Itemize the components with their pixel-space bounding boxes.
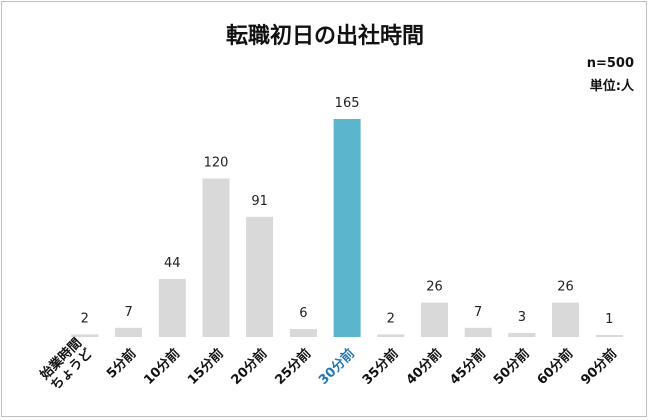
sample-size-label: n=500 — [586, 56, 634, 71]
bar-6 — [289, 329, 317, 337]
bar-13-value-label: 1 — [605, 312, 613, 327]
bar-6-category-label: 25分前 — [272, 346, 314, 388]
bar-4-category-line-1: 15分前 — [184, 346, 226, 388]
bar-2-category-line-1: 5分前 — [103, 346, 139, 382]
bar-3-category-label: 10分前 — [141, 346, 183, 388]
bar-8-category-line-1: 35分前 — [359, 346, 401, 388]
bar-7-category-label: 30分前 — [315, 346, 357, 388]
bar-2 — [115, 327, 143, 337]
bar-11 — [508, 333, 536, 337]
bar-4 — [202, 178, 230, 337]
bar-3-value-label: 44 — [164, 256, 181, 271]
bar-11-value-label: 3 — [518, 310, 526, 325]
bar-11-category-line-1: 50分前 — [490, 346, 532, 388]
bar-12-category-line-1: 60分前 — [534, 346, 576, 388]
bar-7-category-line-1: 30分前 — [315, 346, 357, 388]
bar-5 — [246, 216, 274, 337]
bar-10-value-label: 7 — [474, 305, 482, 320]
bar-7-value-label: 165 — [335, 96, 360, 111]
bar-8-value-label: 2 — [387, 311, 395, 326]
unit-label: 単位:人 — [589, 79, 634, 94]
bar-3 — [158, 278, 186, 337]
bar-11-category-label: 50分前 — [490, 346, 532, 388]
bar-1 — [71, 334, 99, 337]
bar-9-category-label: 40分前 — [403, 346, 445, 388]
bar-5-category-line-1: 20分前 — [228, 346, 270, 388]
bar-2-value-label: 7 — [124, 305, 132, 320]
chart-title: 転職初日の出社時間 — [225, 24, 424, 49]
bar-13 — [595, 335, 623, 337]
bar-10-category-label: 45分前 — [447, 346, 489, 388]
bar-4-category-label: 15分前 — [184, 346, 226, 388]
bar-12-category-label: 60分前 — [534, 346, 576, 388]
bar-4-value-label: 120 — [204, 156, 229, 171]
bar-2-category-label: 5分前 — [103, 346, 139, 382]
bar-13-category-label: 90分前 — [578, 346, 620, 388]
bar-7 — [333, 119, 361, 337]
bar-6-category-line-1: 25分前 — [272, 346, 314, 388]
bar-8-category-label: 35分前 — [359, 346, 401, 388]
bar-9-value-label: 26 — [426, 280, 443, 295]
bar-9 — [421, 302, 448, 337]
bar-9-category-line-1: 40分前 — [403, 346, 445, 388]
bar-8 — [377, 334, 405, 337]
bar-12 — [552, 302, 579, 337]
bar-5-value-label: 91 — [251, 194, 268, 209]
bar-6-value-label: 6 — [299, 306, 307, 321]
bar-1-value-label: 2 — [81, 311, 89, 326]
bar-5-category-label: 20分前 — [228, 346, 270, 388]
bar-10-category-line-1: 45分前 — [447, 346, 489, 388]
bar-12-value-label: 26 — [557, 280, 574, 295]
bar-10 — [464, 327, 492, 337]
bar-13-category-line-1: 90分前 — [578, 346, 620, 388]
bar-3-category-line-1: 10分前 — [141, 346, 183, 388]
